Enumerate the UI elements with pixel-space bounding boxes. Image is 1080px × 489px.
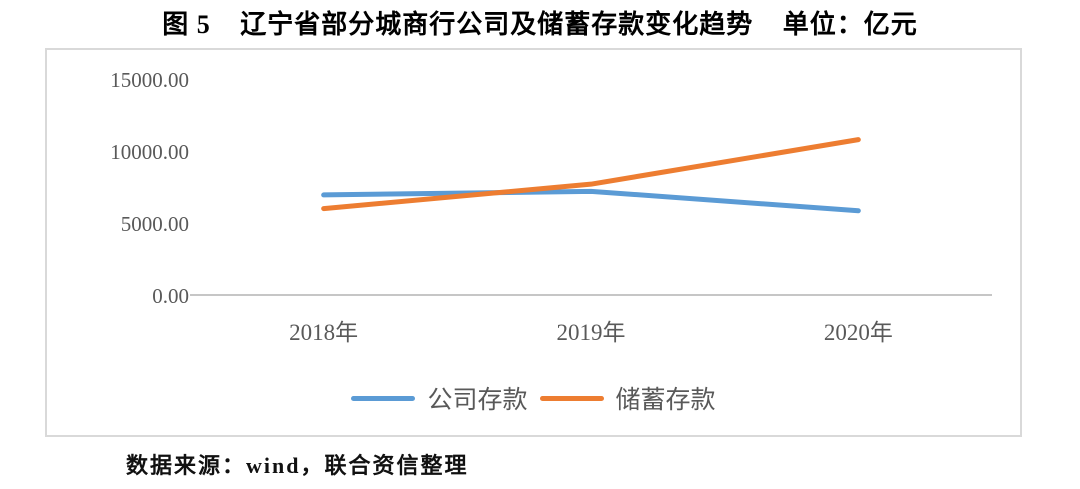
y-tick-label: 10000.00 (110, 139, 189, 164)
y-tick-label: 5000.00 (120, 211, 189, 236)
series-line-0 (321, 188, 861, 214)
chart-area: 15000.00 10000.00 5000.00 0.00 2018年 2019年 20… (45, 48, 1022, 437)
legend-line-swatch (539, 395, 604, 401)
legend-label: 公司存款 (427, 387, 528, 414)
legend-line-swatch (351, 395, 416, 401)
x-tick-label: 2019年 (556, 320, 626, 345)
chart-title-text: 辽宁省部分城商行公司及储蓄存款变化趋势 (240, 10, 754, 39)
y-tick-label: 15000.00 (110, 68, 189, 92)
chart-title: 图 5 辽宁省部分城商行公司及储蓄存款变化趋势 单位：亿元 (0, 4, 1080, 41)
x-tick-label: 2020年 (823, 320, 893, 345)
x-axis-line (190, 294, 992, 296)
legend-label: 储蓄存款 (615, 387, 716, 414)
source-note: 数据来源：wind，联合资信整理 (126, 453, 469, 478)
figure-label: 图 5 (162, 10, 211, 39)
legend-item-1: 储蓄存款 (539, 380, 716, 416)
series-line-1 (321, 137, 861, 212)
legend-item-0: 公司存款 (351, 380, 528, 416)
x-tick-label: 2018年 (289, 320, 359, 345)
line-plot (321, 137, 861, 214)
unit-label: 单位：亿元 (782, 10, 918, 39)
legend: 公司存款 储蓄存款 (47, 380, 1020, 416)
y-tick-label: 0.00 (152, 283, 189, 308)
